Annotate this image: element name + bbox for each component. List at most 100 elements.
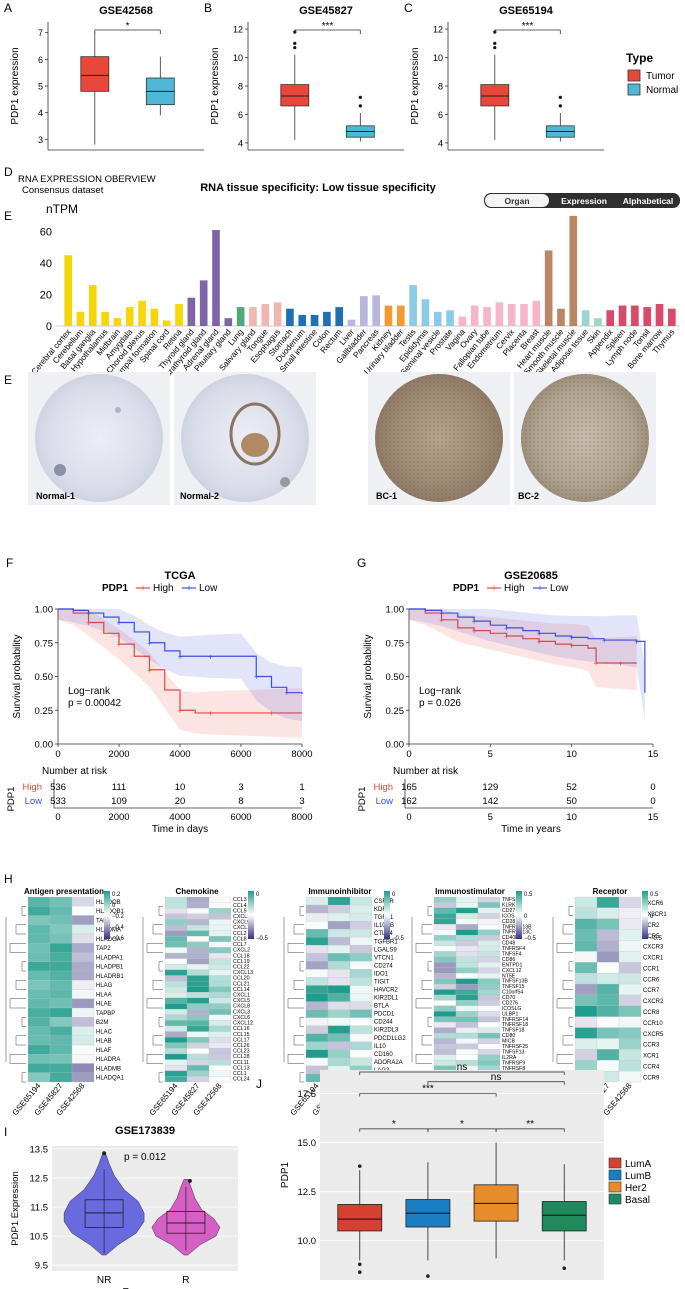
bar-adipose-tissue <box>581 310 590 326</box>
y-axis-label: PDP1 Expression <box>10 1171 21 1245</box>
gene-label: CCL3 <box>233 897 247 903</box>
heatmap-cell <box>305 993 329 1002</box>
scale-label: 0.2 <box>112 892 121 898</box>
core-bc-1-label: BC-1 <box>376 491 397 501</box>
heatmap-cell <box>455 1038 479 1045</box>
significance-bracket <box>427 1081 565 1085</box>
tab-expression[interactable]: Expression <box>561 196 607 206</box>
heatmap-cell <box>433 1000 457 1006</box>
dendrogram-branch <box>158 1072 163 1083</box>
heatmap-cell <box>208 975 232 982</box>
heatmap-cell <box>477 924 501 930</box>
heatmap-cell <box>477 989 501 996</box>
heatmap-cell <box>71 933 95 944</box>
gene-label: TIGIT <box>374 979 390 985</box>
outlier-point <box>358 95 362 99</box>
heatmap-cell <box>349 953 373 962</box>
panel-letter-a: A <box>4 1 12 15</box>
panel-d-letter: D <box>4 165 13 179</box>
legend-swatch-basal <box>608 1193 622 1205</box>
tab-alphabetical[interactable]: Alphabetical <box>623 196 674 206</box>
heatmap-cell <box>208 997 232 1004</box>
heatmap-cell <box>186 1003 210 1010</box>
y-tick-label: 6 <box>238 110 243 120</box>
gene-label: KIR2DL3 <box>374 1028 399 1034</box>
gene-label: HLAF <box>96 1048 112 1054</box>
heatmap-cell <box>208 1014 232 1021</box>
scale-label: −0.2 <box>112 914 125 920</box>
heatmap-cell <box>164 1065 188 1071</box>
scale-label: −0.5 <box>392 936 405 942</box>
outlier-point <box>102 1151 107 1156</box>
gene-label: HLADRB1 <box>96 974 124 980</box>
gene-label: XCR1 <box>643 1054 660 1060</box>
panel-a-legend: Type Tumor Normal <box>626 51 678 96</box>
outlier-point <box>426 1274 430 1278</box>
heatmap-cell <box>327 977 351 986</box>
dendrogram-branch <box>21 1072 26 1083</box>
heatmap-cell <box>433 1054 457 1061</box>
heatmap-cell <box>477 1011 501 1017</box>
gene-label: CCL7 <box>233 942 247 948</box>
logrank-pvalue: p = 0.00042 <box>68 698 122 709</box>
heatmap-cell <box>327 921 351 930</box>
significance-label: ns <box>457 1062 468 1073</box>
bar-prostate <box>446 310 454 326</box>
panel-f-km: F TCGA PDP1 + High + Low Survival probability 0.… <box>6 556 313 835</box>
gene-label: KIR2DL1 <box>374 996 399 1002</box>
heatmap-cell <box>71 896 95 907</box>
bar-breast <box>532 300 541 326</box>
gene-label: CD80 <box>502 1033 515 1039</box>
heatmap-cell <box>433 1011 457 1017</box>
tab-organ[interactable] <box>485 194 549 207</box>
panel-i-violin: I GSE173839 9.5 10.5 11.5 12.5 13.5 p = 0.012 PD… <box>4 1125 238 1289</box>
risk-low-count: 8 <box>238 796 243 807</box>
heatmap-cell <box>455 902 479 908</box>
dendrogram-branch <box>562 924 573 935</box>
censor-mark: + <box>269 709 274 718</box>
heatmap-cell <box>49 1072 73 1083</box>
censor-mark: + <box>117 640 122 649</box>
bar-rectum <box>335 307 344 326</box>
heatmap-cell <box>349 977 373 986</box>
heatmap-cell <box>208 913 232 920</box>
risk-high-count: 129 <box>482 782 498 793</box>
bar-colon <box>323 311 331 326</box>
heatmap-cell <box>477 1000 501 1006</box>
bar-stomach <box>286 308 294 326</box>
censor-mark: + <box>602 636 607 645</box>
heatmap-cell <box>618 1027 642 1039</box>
heatmap-cell <box>327 993 351 1002</box>
risk-x-tick-label: 5 <box>488 812 493 823</box>
heatmap-cell <box>164 1037 188 1043</box>
legend-label-lumb: LumB <box>625 1171 651 1182</box>
gene-label: NT5E <box>502 973 516 979</box>
heatmap-cell <box>477 956 501 963</box>
risk-x-tick-label: 6000 <box>230 812 251 823</box>
y-axis-label: Survival probability <box>12 635 23 719</box>
heatmap-cell <box>71 952 95 962</box>
dendrogram-branch <box>293 924 304 935</box>
y-tick-label: 7 <box>38 28 43 38</box>
tumor-box <box>480 84 510 107</box>
heatmap-cell <box>455 973 479 979</box>
y-tick-label: 20 <box>40 290 52 302</box>
heatmap-cell <box>49 1026 73 1036</box>
gene-label: TGFBR1 <box>374 939 398 945</box>
heatmap-cell <box>186 913 210 920</box>
heatmap-cell <box>596 1060 620 1072</box>
bar-hypothalamus <box>101 311 109 326</box>
heatmap-cell <box>49 998 73 1009</box>
gene-label: CD276 <box>502 1000 518 1006</box>
gene-label: CCL14 <box>233 987 250 993</box>
heatmap-cell <box>186 896 210 903</box>
bar-smooth-muscle <box>557 308 565 326</box>
bar-testis <box>409 285 417 326</box>
risk-low-count: 142 <box>482 796 498 807</box>
gene-label: TNFRSF14 <box>502 1017 528 1023</box>
heatmap-cell <box>49 943 73 953</box>
heatmap-cell <box>477 973 501 979</box>
heatmap-cell <box>305 912 329 922</box>
dendrogram-branch <box>15 980 26 990</box>
heatmap-cell <box>574 1038 598 1050</box>
